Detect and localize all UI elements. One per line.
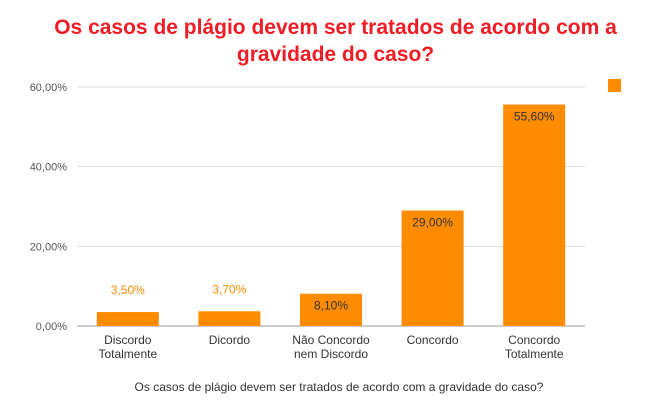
category-label: Dicordo: [209, 333, 251, 347]
category-label: Totalmente: [98, 347, 157, 361]
y-tick-label: 60,00%: [30, 82, 68, 94]
data-label: 3,70%: [212, 282, 246, 296]
chart-title: Os casos de plágio devem ser tratados de…: [0, 14, 671, 68]
data-label: 8,10%: [314, 299, 348, 313]
category-label: Concordo: [508, 333, 560, 347]
category-label: Não Concordo: [292, 333, 370, 347]
bar-3: [401, 210, 464, 326]
data-label: 55,60%: [514, 110, 555, 124]
category-label: nem Discordo: [294, 347, 368, 361]
y-tick-label: 20,00%: [30, 241, 68, 253]
chart-title-line-1: Os casos de plágio devem ser tratados de…: [54, 16, 617, 39]
category-label: Discordo: [104, 333, 152, 347]
data-label: 3,50%: [111, 283, 145, 297]
data-label: 29,00%: [412, 215, 453, 229]
chart-title-line-2: gravidade do caso?: [236, 43, 435, 66]
bar-2: [300, 293, 362, 326]
y-tick-label: 0,00%: [36, 321, 67, 333]
bar-0: [96, 312, 159, 326]
x-axis-label: Os casos de plágio devem ser tratados de…: [135, 380, 544, 394]
legend-swatch: [608, 79, 621, 92]
category-label: Concordo: [407, 333, 459, 347]
category-label: Totalmente: [505, 347, 564, 361]
y-tick-label: 40,00%: [30, 162, 68, 174]
bar-4: [503, 104, 566, 326]
bar-1: [198, 311, 261, 326]
